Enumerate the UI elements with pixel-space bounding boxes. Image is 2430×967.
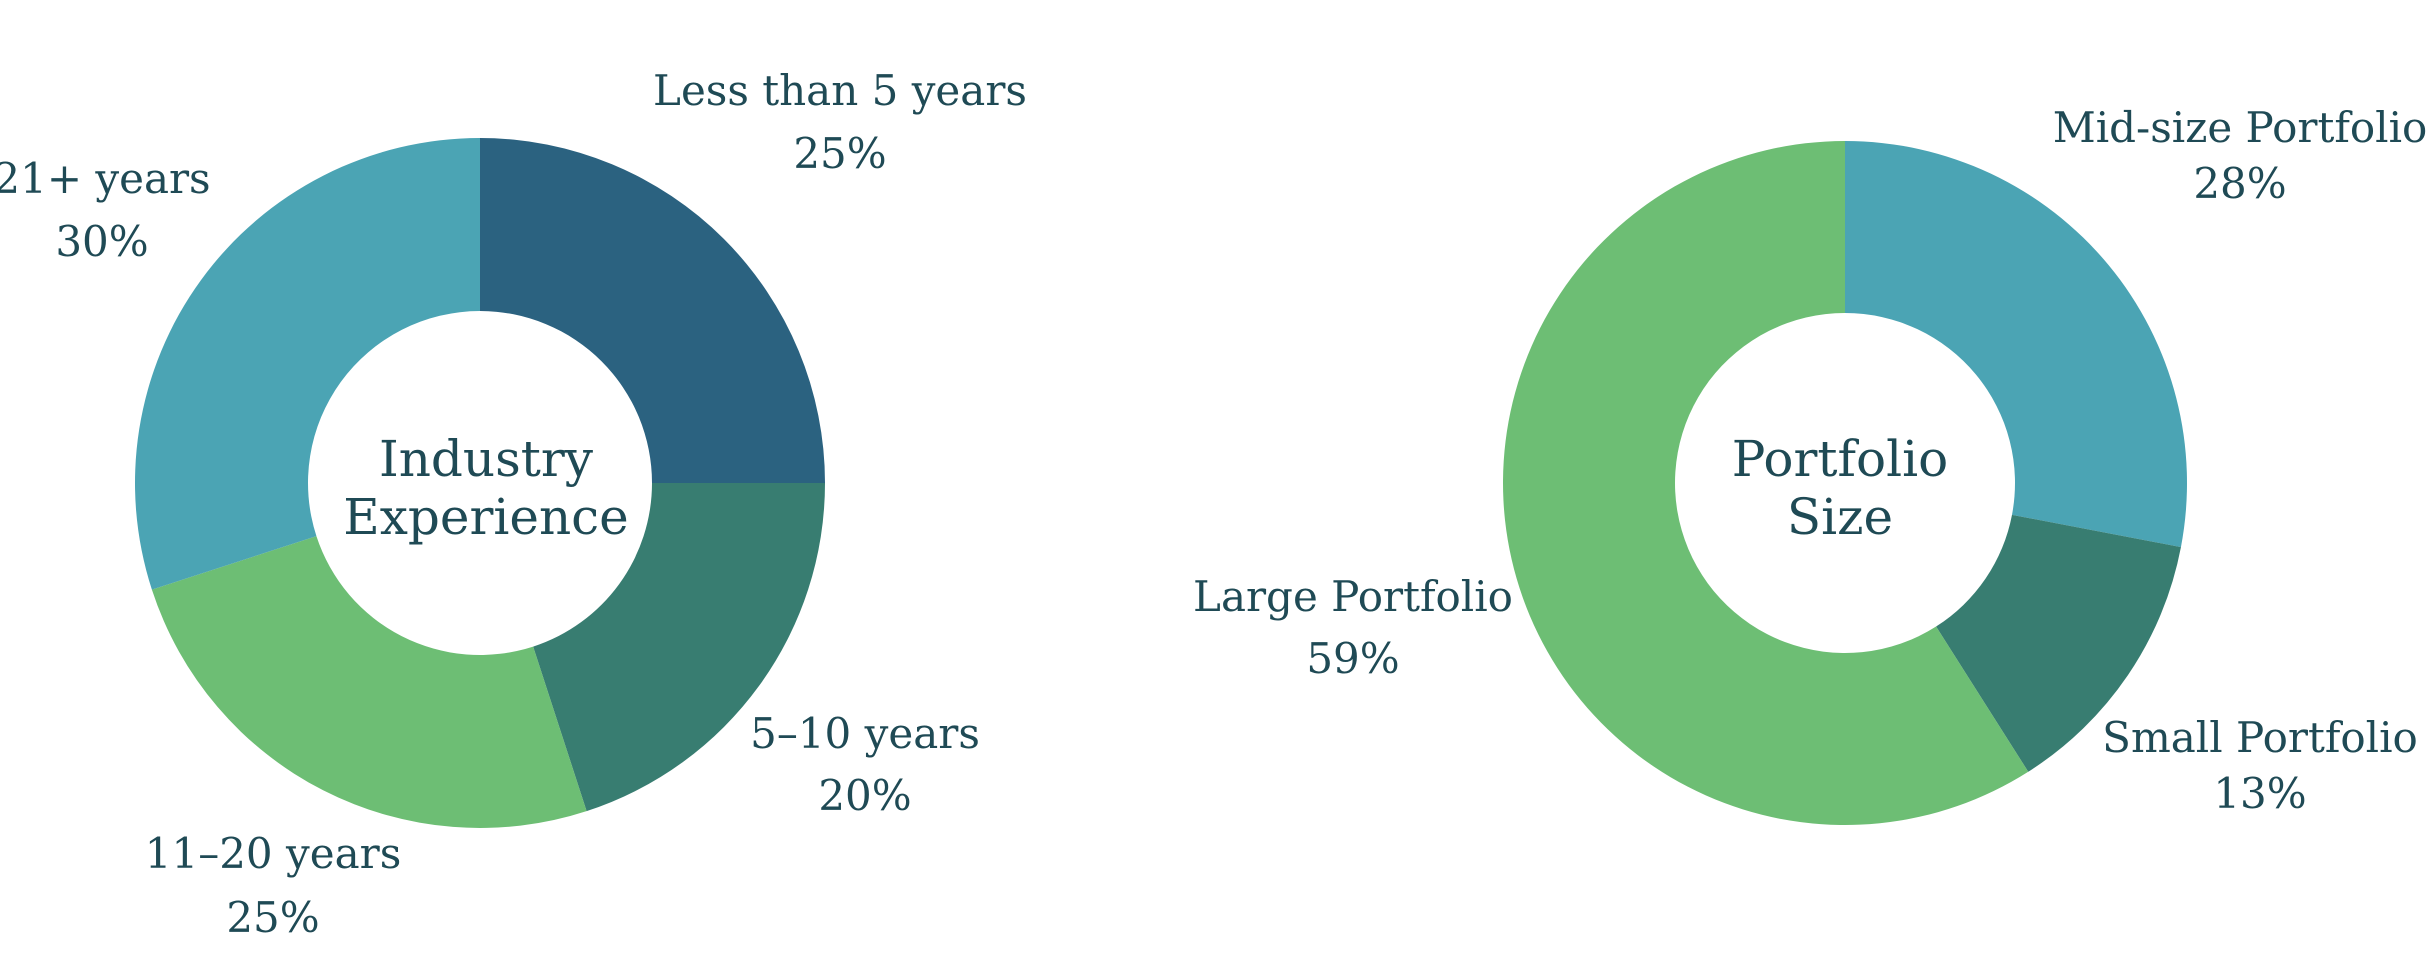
slice-small-portfolio bbox=[1936, 514, 2181, 772]
slice-5-10-years bbox=[533, 483, 825, 812]
slice-label-11-20-years-value: 25% bbox=[226, 893, 319, 942]
slice-label-21-plus-years-value: 30% bbox=[55, 217, 148, 266]
industry-experience-center-line-2: Experience bbox=[343, 488, 629, 546]
slice-11-20-years bbox=[151, 536, 587, 828]
portfolio-size-center-line-2: Size bbox=[1787, 488, 1893, 546]
industry-experience-center-line-1: Industry bbox=[379, 430, 594, 488]
industry-experience-donut: Industry Experience Less than 5 years 25… bbox=[0, 66, 1027, 942]
slice-label-less-than-5-years-name: Less than 5 years bbox=[653, 66, 1027, 115]
slice-label-small-portfolio-value: 13% bbox=[2213, 769, 2306, 818]
slice-21-years bbox=[134, 138, 480, 590]
slice-label-mid-size-portfolio-value: 28% bbox=[2193, 159, 2286, 208]
slice-label-large-portfolio-name: Large Portfolio bbox=[1193, 572, 1513, 621]
slice-label-5-10-years-value: 20% bbox=[818, 771, 911, 820]
slice-label-mid-size-portfolio-name: Mid-size Portfolio bbox=[2053, 103, 2428, 152]
portfolio-size-slices bbox=[1503, 141, 2187, 825]
slice-mid-size-portfolio bbox=[1845, 141, 2187, 548]
slice-large-portfolio bbox=[1503, 141, 2029, 825]
portfolio-size-donut: Portfolio Size Mid-size Portfolio 28% Sm… bbox=[1193, 103, 2427, 825]
slice-label-small-portfolio-name: Small Portfolio bbox=[2102, 713, 2418, 762]
slice-label-less-than-5-years-value: 25% bbox=[793, 129, 886, 178]
portfolio-size-center-line-1: Portfolio bbox=[1732, 430, 1948, 488]
slice-label-5-10-years-name: 5–10 years bbox=[750, 709, 980, 758]
industry-experience-slices bbox=[134, 138, 825, 828]
slice-label-large-portfolio-value: 59% bbox=[1306, 634, 1399, 683]
slice-label-21-plus-years-name: 21+ years bbox=[0, 154, 211, 203]
slice-less-than-5-years bbox=[480, 138, 825, 483]
slice-label-11-20-years-name: 11–20 years bbox=[145, 829, 402, 878]
